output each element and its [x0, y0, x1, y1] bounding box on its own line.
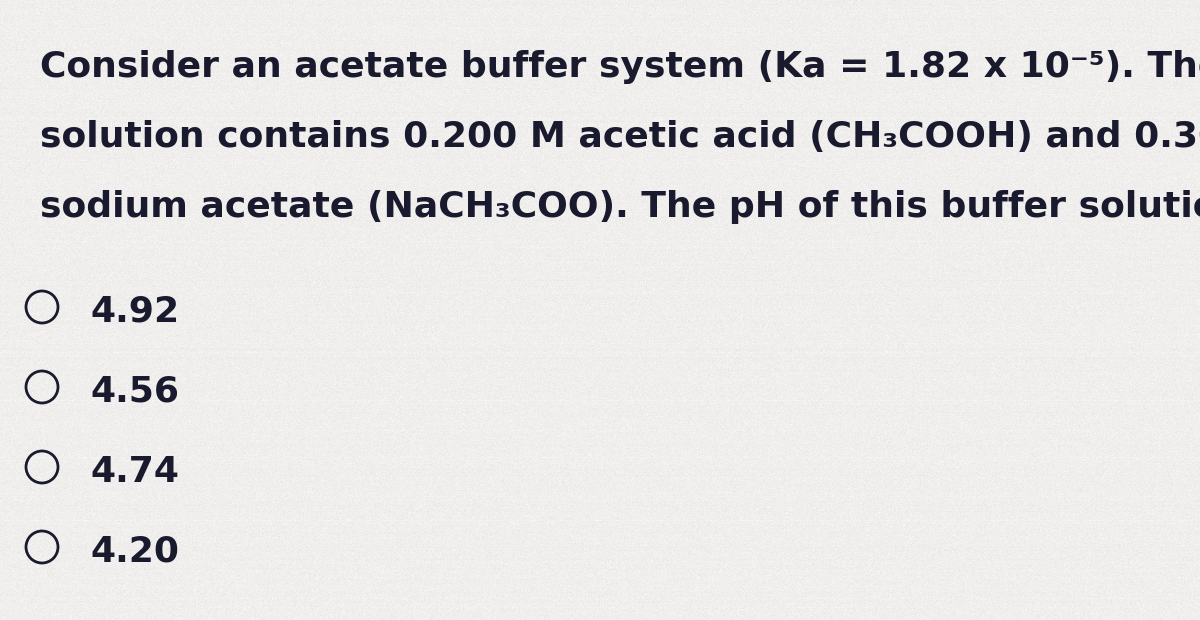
Text: sodium acetate (NaCH₃COO). The pH of this buffer solution is: sodium acetate (NaCH₃COO). The pH of thi…: [40, 190, 1200, 224]
Text: 4.74: 4.74: [90, 455, 179, 489]
Text: 4.92: 4.92: [90, 295, 179, 329]
Text: solution contains 0.200 M acetic acid (CH₃COOH) and 0.300 M: solution contains 0.200 M acetic acid (C…: [40, 120, 1200, 154]
Text: 4.20: 4.20: [90, 535, 179, 569]
Text: 4.56: 4.56: [90, 375, 179, 409]
Text: Consider an acetate buffer system (Ka = 1.82 x 10⁻⁵). The buffer: Consider an acetate buffer system (Ka = …: [40, 50, 1200, 84]
